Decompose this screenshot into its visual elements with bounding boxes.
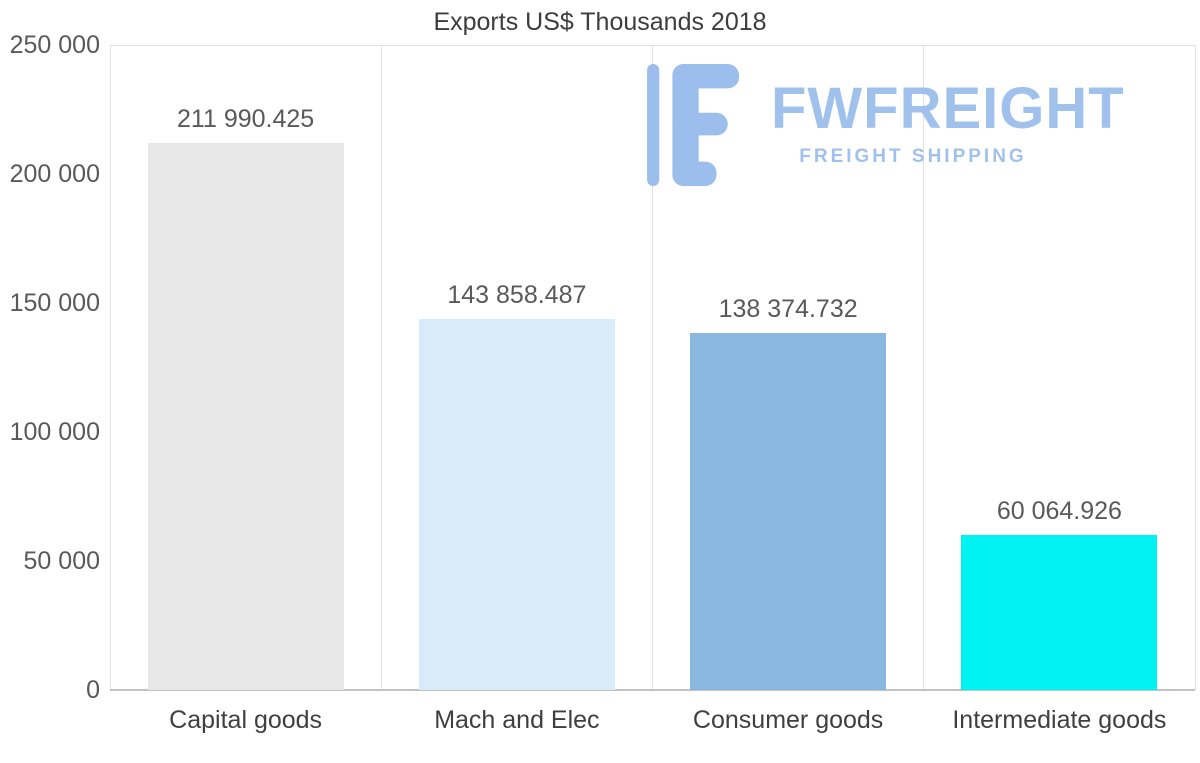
brand-name: FWFREIGHT: [771, 76, 1125, 141]
y-tick-label: 200 000: [9, 160, 100, 188]
bar: [961, 535, 1158, 690]
gridline-top-border: [110, 44, 1195, 46]
category-label: Mach and Elec: [434, 706, 600, 734]
fwfreight-logo-icon: [647, 64, 740, 186]
category-label: Consumer goods: [692, 706, 884, 734]
gridline-vertical: [380, 45, 382, 690]
category-label: Capital goods: [169, 706, 323, 734]
x-axis-line: [110, 689, 1195, 691]
y-tick-label: 100 000: [9, 418, 100, 446]
category-label: Intermediate goods: [952, 706, 1167, 734]
bar: [690, 332, 887, 690]
bar-value-label: 138 374.732: [718, 294, 858, 323]
brand-watermark: FWFREIGHT FREIGHT SHIPPING: [645, 64, 1125, 186]
bar-value-label: 211 990.425: [177, 105, 315, 134]
gridline-vertical: [923, 45, 925, 690]
gridline-vertical: [652, 45, 653, 690]
gridline-vertical: [1194, 45, 1196, 690]
bar: [418, 318, 615, 690]
bar-value-label: 60 064.926: [996, 497, 1122, 526]
gridline-vertical: [109, 45, 111, 690]
y-tick-label: 0: [86, 676, 100, 704]
brand-text-block: FWFREIGHT FREIGHT SHIPPING: [771, 64, 1125, 168]
y-tick-label: 50 000: [23, 547, 100, 575]
y-tick-label: 250 000: [9, 31, 100, 59]
bar-value-label: 143 858.487: [447, 280, 587, 309]
chart-title: Exports US$ Thousands 2018: [433, 8, 767, 36]
y-tick-label: 150 000: [9, 289, 100, 317]
brand-tagline: FREIGHT SHIPPING: [799, 145, 1027, 167]
bar: [147, 143, 344, 690]
